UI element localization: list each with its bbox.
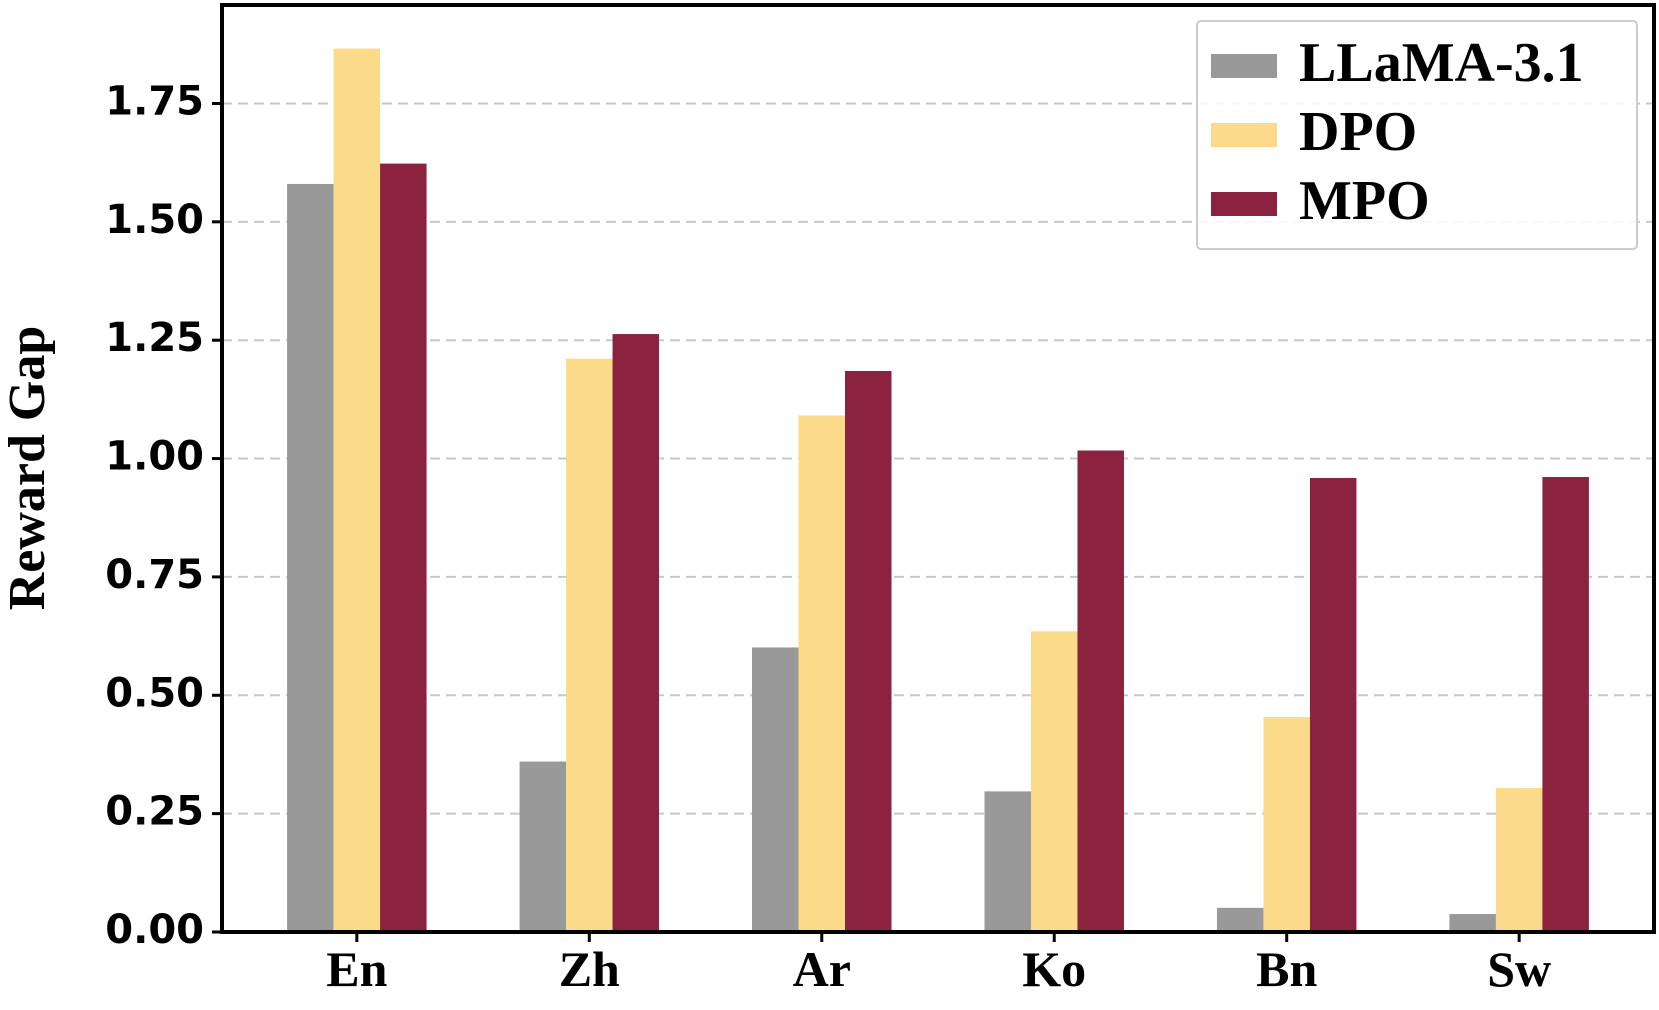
x-tick-label: Ko: [1022, 941, 1086, 997]
bar: [380, 163, 427, 933]
bar: [1309, 477, 1357, 932]
y-tick-label: 0.50: [105, 670, 204, 716]
legend-swatch: [1211, 123, 1277, 147]
bar: [752, 647, 799, 932]
bar: [519, 761, 567, 932]
y-axis-label: Reward Gap: [0, 326, 56, 611]
bar: [287, 183, 334, 932]
legend-swatch: [1211, 192, 1277, 216]
legend-label: LLaMA-3.1: [1299, 32, 1584, 94]
y-tick-label: 1.75: [105, 78, 204, 124]
legend-swatch: [1211, 54, 1277, 78]
y-tick-label: 0.00: [105, 907, 204, 953]
bar: [984, 791, 1031, 932]
bar: [1077, 450, 1124, 932]
bar: [333, 48, 381, 932]
legend-label: DPO: [1299, 101, 1417, 163]
legend-label: MPO: [1299, 170, 1430, 232]
y-tick-label: 0.75: [105, 552, 204, 598]
legend-box: [1196, 20, 1638, 250]
bar: [1542, 477, 1589, 932]
y-tick-label: 1.25: [105, 315, 204, 361]
bar: [845, 370, 892, 932]
y-tick-label: 1.00: [105, 434, 204, 480]
x-tick-label: Ar: [793, 941, 851, 997]
y-tick-label: 0.25: [105, 789, 204, 835]
x-tick-label: Bn: [1256, 941, 1317, 997]
bar: [798, 415, 846, 932]
x-tick-label: En: [326, 941, 387, 997]
x-tick-label: Zh: [559, 941, 620, 997]
plot-frame: [220, 3, 1656, 934]
bar: [1495, 788, 1543, 932]
bar: [1030, 631, 1078, 932]
bar: [612, 334, 660, 933]
x-tick-label: Sw: [1487, 941, 1551, 997]
bar: [566, 358, 613, 932]
bar: [1449, 914, 1496, 932]
y-tick-label: 1.50: [105, 197, 204, 243]
bar: [1216, 907, 1264, 932]
bar: [1263, 717, 1310, 932]
